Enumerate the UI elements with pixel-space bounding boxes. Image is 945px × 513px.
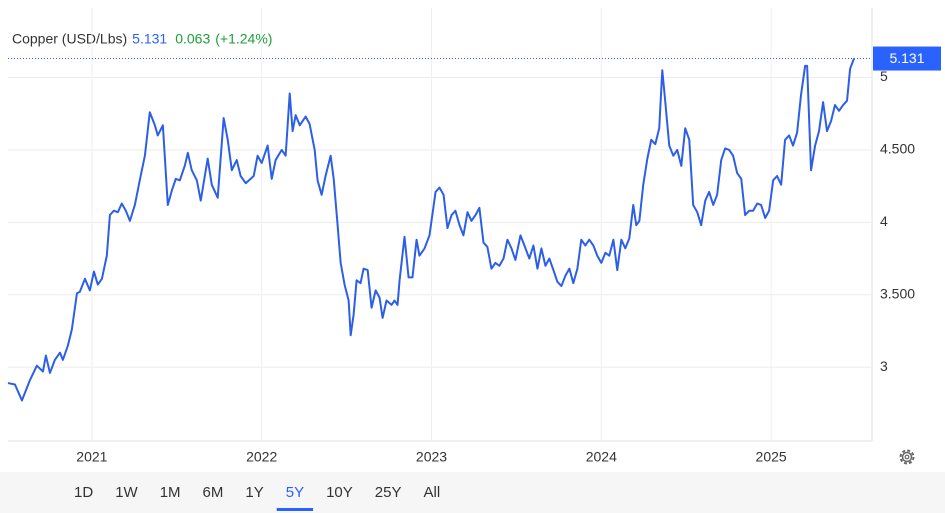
x-tick-label: 2025 bbox=[756, 449, 787, 465]
header-price: 5.131 bbox=[132, 31, 167, 47]
y-tick-label: 4 bbox=[880, 213, 888, 229]
range-button[interactable]: 1W bbox=[115, 484, 138, 501]
y-tick-label: 3.500 bbox=[880, 285, 915, 301]
range-button[interactable]: 25Y bbox=[375, 484, 402, 501]
y-tick-label: 4.500 bbox=[880, 141, 915, 157]
range-button[interactable]: All bbox=[424, 484, 441, 501]
range-button[interactable]: 10Y bbox=[326, 484, 353, 501]
y-tick-label: 5 bbox=[880, 68, 888, 84]
x-tick-label: 2024 bbox=[586, 449, 617, 465]
gear-ring bbox=[901, 451, 913, 463]
price-line bbox=[7, 58, 855, 402]
gear-teeth bbox=[899, 449, 915, 465]
price-badge bbox=[873, 46, 941, 71]
header-change-percent: (+1.24%) bbox=[215, 31, 272, 47]
settings-icon[interactable] bbox=[899, 449, 915, 465]
gear-hub bbox=[904, 454, 910, 460]
range-button[interactable]: 1M bbox=[160, 484, 181, 501]
price-badge-label: 5.131 bbox=[889, 50, 924, 66]
range-selected-underline bbox=[276, 508, 314, 511]
range-button[interactable]: 5Y bbox=[286, 484, 304, 501]
x-tick-label: 2021 bbox=[76, 449, 107, 465]
range-button[interactable]: 1D bbox=[74, 484, 93, 501]
range-button[interactable]: 6M bbox=[203, 484, 224, 501]
header-change: 0.063 bbox=[175, 31, 210, 47]
x-tick-label: 2023 bbox=[416, 449, 447, 465]
chart-title: Copper (USD/Lbs) bbox=[12, 31, 127, 47]
x-tick-label: 2022 bbox=[246, 449, 277, 465]
range-button[interactable]: 1Y bbox=[245, 484, 263, 501]
y-tick-label: 3 bbox=[880, 358, 888, 374]
range-bar bbox=[0, 472, 945, 513]
